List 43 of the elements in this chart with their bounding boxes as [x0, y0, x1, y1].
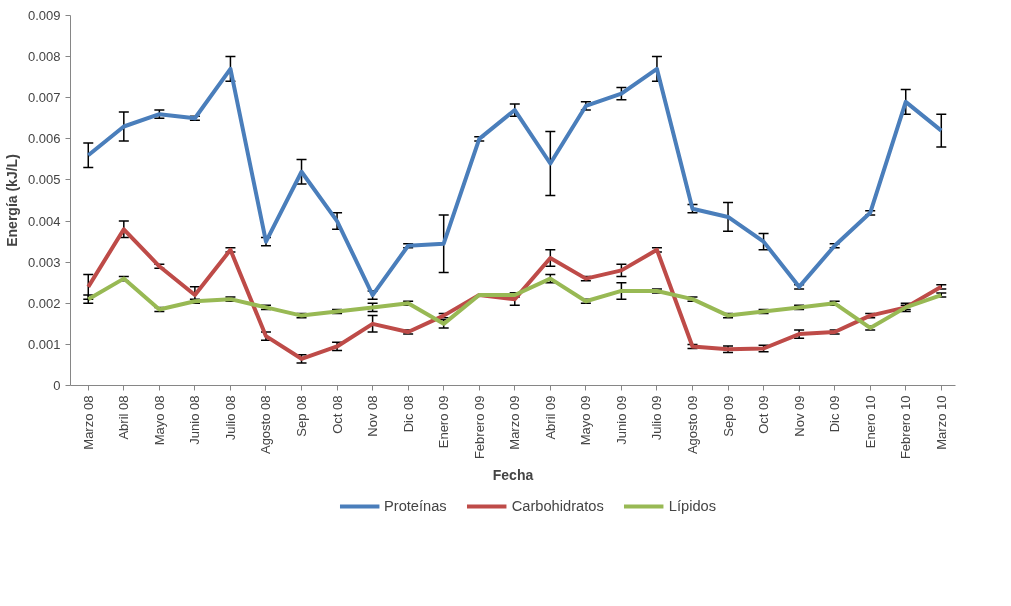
x-tick-label: Dic 08	[400, 395, 416, 433]
legend-label: Proteínas	[383, 498, 447, 514]
y-tick-label: 0.002	[27, 295, 61, 311]
line-series	[86, 66, 944, 298]
y-tick-label: 0	[53, 378, 61, 393]
y-tick-label: 0.006	[27, 131, 61, 147]
x-tick-label: Enero 09	[436, 395, 452, 449]
x-tick-label: Sep 09	[720, 395, 736, 437]
y-tick-label: 0.004	[27, 213, 61, 229]
x-tick-label: Marzo 08	[80, 395, 96, 450]
line-series	[86, 227, 944, 361]
x-tick-label: Junio 08	[187, 395, 203, 445]
x-tick-label: Mayo 09	[578, 395, 594, 446]
x-tick-label: Sep 08	[294, 395, 310, 437]
x-tick-label: Oct 09	[756, 395, 772, 434]
y-tick-label: 0.009	[27, 8, 61, 23]
y-tick-label: 0.008	[27, 49, 61, 65]
y-tick-label: 0.003	[27, 254, 61, 270]
x-tick-label: Febrero 09	[471, 395, 487, 460]
x-tick-label: Marzo 10	[933, 395, 949, 450]
y-tick-label: 0.001	[27, 336, 61, 352]
legend-label: Carbohidratos	[511, 498, 604, 514]
y-tick-label: 0.007	[27, 90, 61, 106]
y-axis-title: Energía (kJ/L)	[3, 154, 20, 247]
x-tick-label: Agosto 09	[684, 395, 700, 455]
x-tick-label: Julio 09	[649, 395, 665, 441]
x-tick-label: Dic 09	[827, 395, 843, 433]
x-tick-label: Nov 08	[365, 395, 381, 437]
legend-label: Lípidos	[668, 498, 717, 514]
x-tick-label: Marzo 09	[507, 395, 523, 450]
x-tick-label: Febrero 10	[898, 395, 914, 460]
x-axis-title: Fecha	[492, 467, 534, 484]
y-tick-label: 0.005	[27, 172, 61, 188]
x-tick-label: Junio 09	[613, 395, 629, 445]
line-series	[86, 276, 944, 330]
x-tick-label: Abril 09	[542, 395, 558, 440]
x-tick-label: Enero 10	[862, 395, 878, 449]
x-tick-label: Julio 08	[222, 395, 238, 441]
x-tick-label: Oct 08	[329, 395, 345, 434]
x-tick-label: Abril 08	[116, 395, 132, 440]
x-tick-label: Mayo 08	[151, 395, 167, 446]
x-tick-label: Agosto 08	[258, 395, 274, 455]
x-tick-label: Nov 09	[791, 395, 807, 437]
